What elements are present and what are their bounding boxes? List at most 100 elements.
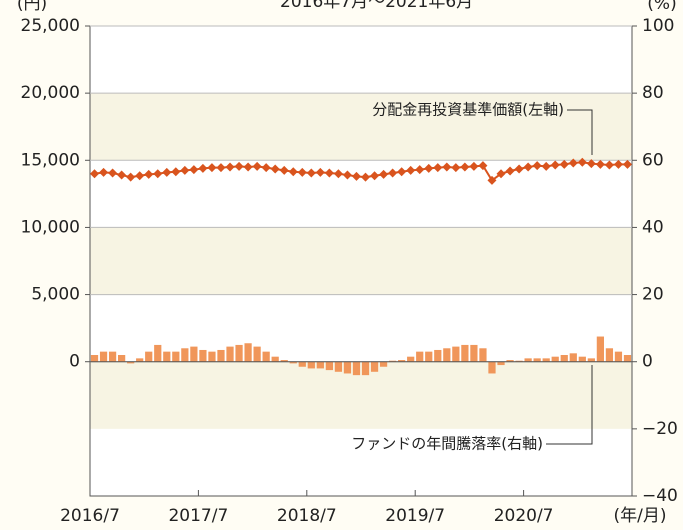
- bar: [190, 346, 198, 362]
- marker: [532, 161, 542, 171]
- bar: [298, 361, 306, 367]
- y2-axis-label: (%): [647, 0, 676, 14]
- legend-entry: 分配金再投資基準価額(左軸): [372, 101, 564, 119]
- marker: [577, 157, 587, 167]
- legend-bg: [284, 432, 546, 456]
- marker: [487, 175, 497, 185]
- marker: [514, 164, 524, 174]
- bar: [524, 358, 532, 362]
- bar: [217, 349, 225, 362]
- bar: [379, 361, 388, 367]
- x-tick-label: 2016/7: [60, 506, 120, 526]
- legend-bg: [284, 98, 566, 122]
- bar: [497, 361, 505, 366]
- marker: [288, 167, 298, 177]
- y2-tick-label: 20: [642, 285, 664, 305]
- marker: [613, 159, 623, 169]
- bar: [452, 346, 460, 362]
- bar: [208, 351, 216, 362]
- marker: [550, 160, 560, 170]
- bar: [334, 361, 343, 372]
- bar: [352, 361, 361, 376]
- y2-tick-label: −40: [642, 486, 678, 506]
- bar: [118, 355, 126, 362]
- legend-entry: ファンドの年間騰落率(右軸): [351, 435, 543, 453]
- marker: [541, 161, 551, 171]
- marker: [406, 165, 416, 175]
- bar: [325, 361, 333, 371]
- marker: [370, 171, 380, 181]
- marker: [379, 169, 389, 179]
- bar: [416, 351, 424, 362]
- bar: [127, 361, 135, 364]
- marker: [198, 163, 208, 173]
- marker: [478, 161, 488, 171]
- bar: [343, 361, 352, 374]
- bar: [596, 336, 604, 362]
- marker: [442, 162, 452, 172]
- marker: [99, 167, 109, 177]
- bar: [605, 348, 614, 362]
- marker: [415, 165, 425, 175]
- bar: [506, 360, 514, 362]
- bar: [262, 351, 270, 362]
- marker: [306, 168, 316, 178]
- x-axis-label: (年/月): [614, 506, 667, 526]
- marker: [126, 172, 136, 182]
- bar: [136, 358, 144, 362]
- bar: [181, 348, 189, 362]
- marker: [108, 168, 118, 178]
- marker: [135, 171, 145, 181]
- bar: [470, 344, 478, 362]
- bar: [389, 360, 397, 362]
- marker: [469, 161, 479, 171]
- marker: [361, 172, 371, 182]
- y2-tick-label: 40: [642, 217, 664, 237]
- y2-tick-label: 60: [642, 150, 664, 170]
- bar: [226, 346, 234, 362]
- marker: [252, 161, 262, 171]
- y-tick-label: 10,000: [21, 217, 80, 237]
- marker: [433, 163, 443, 173]
- marker: [424, 163, 434, 173]
- x-tick-label: 2020/7: [494, 506, 554, 526]
- bar: [488, 361, 496, 374]
- y2-tick-label: 80: [642, 83, 664, 103]
- marker: [622, 159, 632, 169]
- marker: [351, 171, 361, 181]
- marker: [297, 167, 307, 177]
- bar: [271, 356, 279, 362]
- marker: [586, 159, 596, 169]
- y-tick-label: 25,000: [21, 16, 80, 36]
- bar: [172, 351, 180, 362]
- marker: [171, 167, 181, 177]
- y-tick-label: 15,000: [21, 150, 80, 170]
- marker: [90, 169, 100, 179]
- y-tick-label: 0: [69, 352, 80, 372]
- bar: [253, 346, 261, 362]
- bar: [560, 355, 568, 362]
- bar: [280, 360, 288, 362]
- bar: [578, 356, 586, 362]
- marker: [315, 167, 325, 177]
- bar: [551, 356, 559, 362]
- marker: [162, 167, 172, 177]
- marker: [189, 165, 199, 175]
- bar: [623, 355, 632, 362]
- marker: [460, 162, 470, 172]
- bar: [99, 351, 108, 362]
- marker: [225, 162, 235, 172]
- marker: [505, 166, 515, 176]
- bar: [479, 348, 487, 362]
- marker: [144, 169, 154, 179]
- marker: [270, 164, 280, 174]
- bar: [154, 344, 162, 362]
- bar: [587, 358, 595, 362]
- marker: [523, 162, 533, 172]
- bar: [443, 348, 451, 362]
- marker: [243, 162, 253, 172]
- x-tick-label: 2017/7: [168, 506, 228, 526]
- y2-tick-label: 100: [642, 16, 674, 36]
- y-axis-label: (円): [17, 0, 47, 14]
